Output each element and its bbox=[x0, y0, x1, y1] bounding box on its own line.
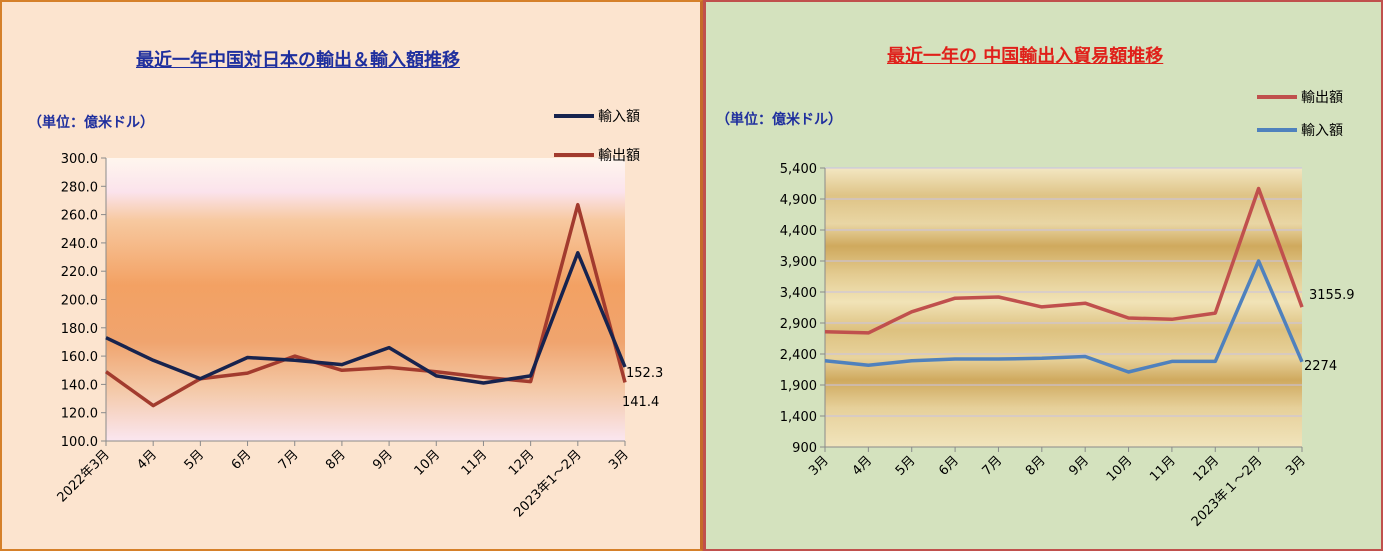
series-line-2 bbox=[824, 259, 1304, 374]
x-tick-label: 12月 bbox=[1191, 453, 1222, 484]
y-tick-label: 260.0 bbox=[61, 209, 98, 224]
x-tick-label: 8月 bbox=[1023, 453, 1049, 479]
y-tick-label: 300.0 bbox=[61, 152, 98, 167]
x-tick-label: 9月 bbox=[1066, 453, 1092, 479]
x-tick-label: 4月 bbox=[134, 447, 160, 473]
legend-label: 輸入額 bbox=[598, 109, 640, 125]
x-tick-label: 5月 bbox=[893, 453, 919, 479]
x-tick-label: 6月 bbox=[936, 453, 962, 479]
y-tick-label: 900 bbox=[792, 441, 817, 456]
y-tick-label: 2,400 bbox=[780, 348, 817, 363]
x-tick-label: 3月 bbox=[606, 447, 632, 473]
y-tick-label: 160.0 bbox=[61, 350, 98, 365]
y-tick-label: 1,900 bbox=[780, 379, 817, 394]
x-tick-label: 2022年3月 bbox=[55, 447, 113, 505]
chart-title: 最近一年の 中国輸出入貿易額推移 bbox=[887, 46, 1164, 67]
y-tick-label: 5,400 bbox=[780, 162, 817, 177]
x-tick-label: 5月 bbox=[182, 447, 208, 473]
plot-area bbox=[106, 158, 625, 441]
end-labels: 3155.9 2274 bbox=[1304, 288, 1355, 374]
japan-trade-chart: 300.0 280.0 260.0 240.0 220.0 200.0 180.0 160.0… bbox=[55, 109, 664, 521]
y-tick-label: 2,900 bbox=[780, 317, 817, 332]
x-tick-label: 12月 bbox=[506, 447, 537, 478]
x-tick-label: 8月 bbox=[323, 447, 349, 473]
legend-label: 輸出額 bbox=[598, 148, 640, 164]
x-tick-label: 11月 bbox=[459, 447, 490, 478]
end-value-label: 3155.9 bbox=[1309, 288, 1355, 303]
y-tick-label: 240.0 bbox=[61, 237, 98, 252]
y-tick-label: 3,900 bbox=[780, 255, 817, 270]
x-tick-label: 3月 bbox=[1283, 453, 1309, 479]
series-line-1 bbox=[824, 186, 1304, 335]
y-tick-label: 200.0 bbox=[61, 294, 98, 309]
series-lines bbox=[104, 202, 627, 408]
china-trade-chart: 5,400 4,900 4,400 3,900 3,400 2,900 2,400 1,900… bbox=[780, 90, 1355, 530]
x-tick-label: 11月 bbox=[1147, 453, 1178, 484]
x-tick-label: 4月 bbox=[850, 453, 876, 479]
series-line-1 bbox=[105, 251, 627, 385]
x-tick-label: 6月 bbox=[229, 447, 255, 473]
x-tick-label: 7月 bbox=[980, 453, 1006, 479]
y-tick-label: 3,400 bbox=[780, 286, 817, 301]
y-tick-label: 280.0 bbox=[61, 180, 98, 195]
x-tick-label: 3月 bbox=[806, 453, 832, 479]
end-value-label: 141.4 bbox=[622, 395, 659, 410]
y-tick-label: 140.0 bbox=[61, 378, 98, 393]
y-axis: 300.0 280.0 260.0 240.0 220.0 200.0 180.0 160.0… bbox=[61, 152, 107, 450]
unit-label: （単位：億米ドル） bbox=[716, 112, 842, 128]
legend-label: 輸入額 bbox=[1301, 123, 1343, 139]
end-labels: 152.3 141.4 bbox=[622, 366, 663, 410]
china-trade-panel: 5,400 4,900 4,400 3,900 3,400 2,900 2,400 1,900… bbox=[703, 0, 1383, 551]
chart-title: 最近一年中国対日本の輸出＆輸入額推移 bbox=[136, 50, 460, 71]
x-tick-label: 10月 bbox=[412, 447, 443, 478]
y-tick-label: 1,400 bbox=[780, 410, 817, 425]
y-tick-label: 220.0 bbox=[61, 265, 98, 280]
end-value-label: 152.3 bbox=[626, 366, 663, 381]
japan-trade-panel: 300.0 280.0 260.0 240.0 220.0 200.0 180.0 160.0… bbox=[0, 0, 703, 551]
y-tick-label: 4,400 bbox=[780, 224, 817, 239]
y-tick-label: 4,900 bbox=[780, 193, 817, 208]
x-tick-label: 9月 bbox=[370, 447, 396, 473]
y-tick-label: 120.0 bbox=[61, 407, 98, 422]
series-lines bbox=[824, 186, 1304, 374]
y-tick-label: 100.0 bbox=[61, 435, 98, 450]
plot-area bbox=[825, 168, 1302, 447]
end-value-label: 2274 bbox=[1304, 359, 1337, 374]
unit-label: （単位：億米ドル） bbox=[28, 115, 154, 131]
legend-label: 輸出額 bbox=[1301, 90, 1343, 106]
x-tick-label: 10月 bbox=[1104, 453, 1135, 484]
y-tick-label: 180.0 bbox=[61, 322, 98, 337]
x-tick-label: 7月 bbox=[276, 447, 302, 473]
